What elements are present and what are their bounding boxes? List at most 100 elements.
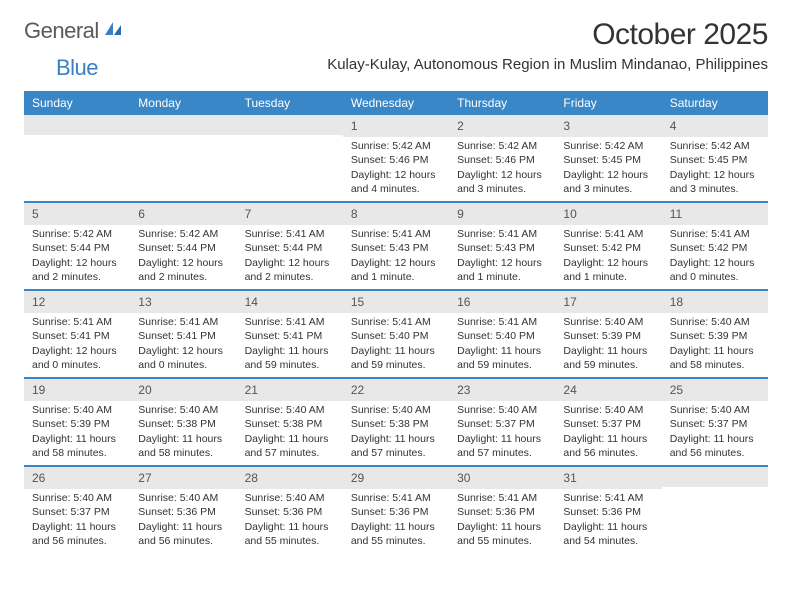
sunset-text: Sunset: 5:42 PM xyxy=(563,241,653,255)
date-number: 21 xyxy=(237,379,343,401)
cell-body: Sunrise: 5:40 AMSunset: 5:37 PMDaylight:… xyxy=(449,401,555,464)
daylight2-text: and 57 minutes. xyxy=(245,446,335,460)
calendar-cell: 21Sunrise: 5:40 AMSunset: 5:38 PMDayligh… xyxy=(237,379,343,465)
daylight1-text: Daylight: 11 hours xyxy=(563,344,653,358)
date-number: 9 xyxy=(449,203,555,225)
calendar-cell: 7Sunrise: 5:41 AMSunset: 5:44 PMDaylight… xyxy=(237,203,343,289)
cell-body: Sunrise: 5:41 AMSunset: 5:36 PMDaylight:… xyxy=(449,489,555,552)
sunrise-text: Sunrise: 5:41 AM xyxy=(351,315,441,329)
sunset-text: Sunset: 5:41 PM xyxy=(32,329,122,343)
daylight2-text: and 55 minutes. xyxy=(245,534,335,548)
sunrise-text: Sunrise: 5:42 AM xyxy=(563,139,653,153)
cell-body: Sunrise: 5:40 AMSunset: 5:38 PMDaylight:… xyxy=(130,401,236,464)
cell-body: Sunrise: 5:42 AMSunset: 5:45 PMDaylight:… xyxy=(662,137,768,200)
sunrise-text: Sunrise: 5:40 AM xyxy=(563,315,653,329)
date-number: 24 xyxy=(555,379,661,401)
sunrise-text: Sunrise: 5:41 AM xyxy=(457,491,547,505)
calendar-cell: 1Sunrise: 5:42 AMSunset: 5:46 PMDaylight… xyxy=(343,115,449,201)
calendar-cell: 28Sunrise: 5:40 AMSunset: 5:36 PMDayligh… xyxy=(237,467,343,553)
daylight1-text: Daylight: 11 hours xyxy=(245,344,335,358)
daylight2-text: and 54 minutes. xyxy=(563,534,653,548)
date-number: 8 xyxy=(343,203,449,225)
daylight1-text: Daylight: 12 hours xyxy=(670,256,760,270)
date-number: 31 xyxy=(555,467,661,489)
sunrise-text: Sunrise: 5:42 AM xyxy=(351,139,441,153)
cell-body: Sunrise: 5:40 AMSunset: 5:39 PMDaylight:… xyxy=(555,313,661,376)
calendar-cell: 9Sunrise: 5:41 AMSunset: 5:43 PMDaylight… xyxy=(449,203,555,289)
cell-body: Sunrise: 5:41 AMSunset: 5:42 PMDaylight:… xyxy=(555,225,661,288)
date-number: 26 xyxy=(24,467,130,489)
calendar-cell: 16Sunrise: 5:41 AMSunset: 5:40 PMDayligh… xyxy=(449,291,555,377)
date-number: 29 xyxy=(343,467,449,489)
date-number: 12 xyxy=(24,291,130,313)
sunrise-text: Sunrise: 5:42 AM xyxy=(670,139,760,153)
cell-body: Sunrise: 5:40 AMSunset: 5:36 PMDaylight:… xyxy=(237,489,343,552)
sunrise-text: Sunrise: 5:40 AM xyxy=(670,403,760,417)
date-number: 7 xyxy=(237,203,343,225)
calendar-cell: 3Sunrise: 5:42 AMSunset: 5:45 PMDaylight… xyxy=(555,115,661,201)
calendar-cell: 26Sunrise: 5:40 AMSunset: 5:37 PMDayligh… xyxy=(24,467,130,553)
calendar-cell: 24 Sunrise: 5:40 AMSunset: 5:37 PMDayligh… xyxy=(555,379,661,465)
daylight1-text: Daylight: 11 hours xyxy=(32,520,122,534)
cell-body: Sunrise: 5:41 AMSunset: 5:36 PMDaylight:… xyxy=(555,489,661,552)
calendar-grid: Sunday Monday Tuesday Wednesday Thursday… xyxy=(24,91,768,553)
calendar-cell: 20Sunrise: 5:40 AMSunset: 5:38 PMDayligh… xyxy=(130,379,236,465)
cell-body: Sunrise: 5:40 AMSunset: 5:38 PMDaylight:… xyxy=(237,401,343,464)
daylight2-text: and 56 minutes. xyxy=(670,446,760,460)
daylight2-text: and 59 minutes. xyxy=(457,358,547,372)
daylight1-text: Daylight: 11 hours xyxy=(138,432,228,446)
cell-body: Sunrise: 5:41 AMSunset: 5:36 PMDaylight:… xyxy=(343,489,449,552)
daylight1-text: Daylight: 12 hours xyxy=(457,256,547,270)
sunset-text: Sunset: 5:46 PM xyxy=(351,153,441,167)
calendar-week: 5Sunrise: 5:42 AMSunset: 5:44 PMDaylight… xyxy=(24,201,768,289)
daylight2-text: and 57 minutes. xyxy=(457,446,547,460)
date-number: 13 xyxy=(130,291,236,313)
daylight1-text: Daylight: 12 hours xyxy=(351,256,441,270)
sunrise-text: Sunrise: 5:40 AM xyxy=(245,491,335,505)
sunset-text: Sunset: 5:39 PM xyxy=(670,329,760,343)
daylight1-text: Daylight: 11 hours xyxy=(563,432,653,446)
sunset-text: Sunset: 5:44 PM xyxy=(32,241,122,255)
date-number: 16 xyxy=(449,291,555,313)
weeks-container: 1Sunrise: 5:42 AMSunset: 5:46 PMDaylight… xyxy=(24,115,768,553)
date-number: 6 xyxy=(130,203,236,225)
daylight2-text: and 1 minute. xyxy=(351,270,441,284)
daylight2-text: and 56 minutes. xyxy=(138,534,228,548)
calendar-cell: 14Sunrise: 5:41 AMSunset: 5:41 PMDayligh… xyxy=(237,291,343,377)
date-number: 11 xyxy=(662,203,768,225)
sunrise-text: Sunrise: 5:40 AM xyxy=(138,403,228,417)
sunrise-text: Sunrise: 5:41 AM xyxy=(351,227,441,241)
daylight2-text: and 1 minute. xyxy=(563,270,653,284)
date-number: 27 xyxy=(130,467,236,489)
sunrise-text: Sunrise: 5:40 AM xyxy=(138,491,228,505)
date-number: 19 xyxy=(24,379,130,401)
daylight1-text: Daylight: 11 hours xyxy=(138,520,228,534)
sunrise-text: Sunrise: 5:40 AM xyxy=(457,403,547,417)
cell-body: Sunrise: 5:41 AMSunset: 5:41 PMDaylight:… xyxy=(130,313,236,376)
date-number: 22 xyxy=(343,379,449,401)
sunrise-text: Sunrise: 5:42 AM xyxy=(138,227,228,241)
cell-body: Sunrise: 5:40 AMSunset: 5:39 PMDaylight:… xyxy=(24,401,130,464)
sunset-text: Sunset: 5:37 PM xyxy=(563,417,653,431)
cell-body: Sunrise: 5:42 AMSunset: 5:46 PMDaylight:… xyxy=(449,137,555,200)
daylight1-text: Daylight: 12 hours xyxy=(563,168,653,182)
daylight1-text: Daylight: 11 hours xyxy=(457,432,547,446)
sunset-text: Sunset: 5:45 PM xyxy=(670,153,760,167)
daylight2-text: and 59 minutes. xyxy=(245,358,335,372)
calendar-cell xyxy=(237,115,343,201)
calendar-page: General October 2025 Kulay-Kulay, Autono… xyxy=(0,0,792,565)
daylight2-text: and 55 minutes. xyxy=(457,534,547,548)
cell-body: Sunrise: 5:40 AMSunset: 5:39 PMDaylight:… xyxy=(662,313,768,376)
sunset-text: Sunset: 5:43 PM xyxy=(351,241,441,255)
daylight2-text: and 0 minutes. xyxy=(670,270,760,284)
logo-word2: Blue xyxy=(56,55,98,81)
cell-body: Sunrise: 5:41 AMSunset: 5:41 PMDaylight:… xyxy=(24,313,130,376)
sunset-text: Sunset: 5:46 PM xyxy=(457,153,547,167)
sunrise-text: Sunrise: 5:40 AM xyxy=(563,403,653,417)
calendar-cell xyxy=(130,115,236,201)
daylight2-text: and 56 minutes. xyxy=(563,446,653,460)
daylight1-text: Daylight: 11 hours xyxy=(457,344,547,358)
sunset-text: Sunset: 5:39 PM xyxy=(563,329,653,343)
date-number: 14 xyxy=(237,291,343,313)
calendar-cell: 15Sunrise: 5:41 AMSunset: 5:40 PMDayligh… xyxy=(343,291,449,377)
